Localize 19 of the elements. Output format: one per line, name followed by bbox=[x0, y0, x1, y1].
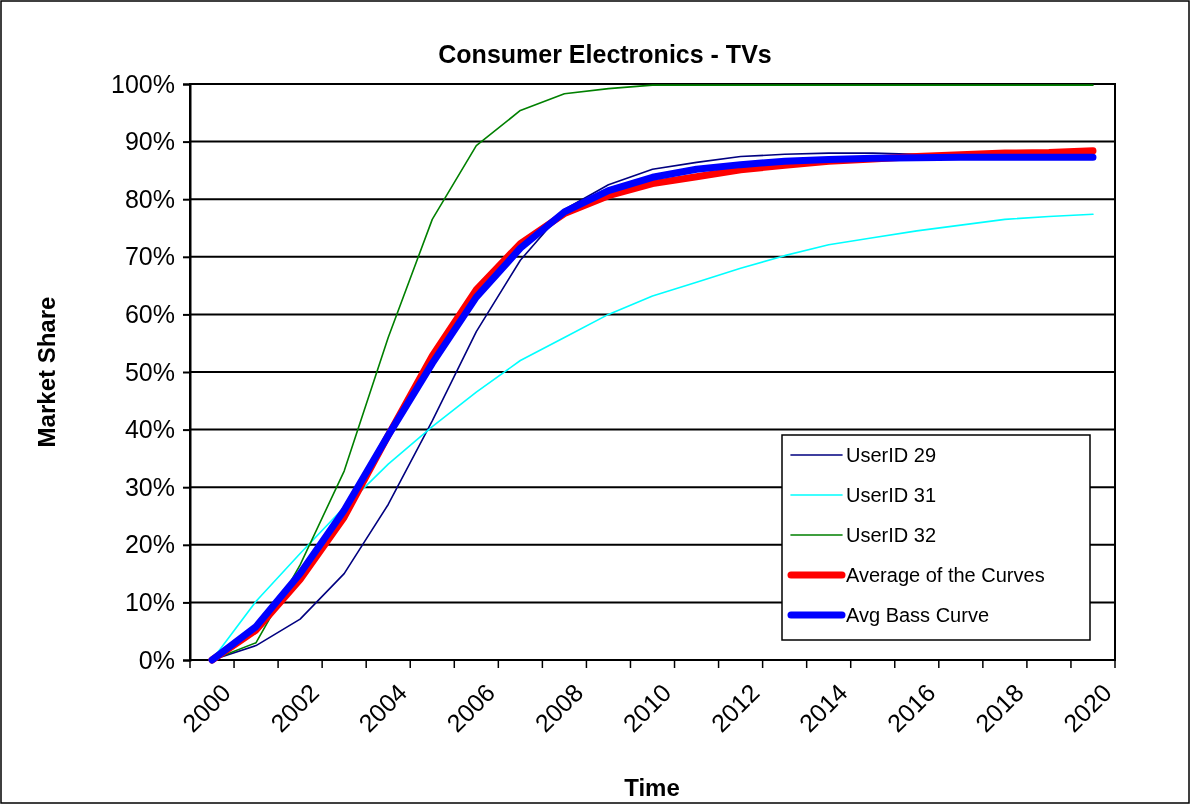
chart-title: Consumer Electronics - TVs bbox=[438, 40, 772, 68]
y-tick-label: 90% bbox=[124, 127, 175, 156]
y-tick-label: 0% bbox=[138, 645, 175, 674]
y-tick-label: 100% bbox=[111, 69, 175, 98]
y-tick-label: 70% bbox=[124, 242, 175, 271]
legend-label: UserID 29 bbox=[846, 444, 937, 466]
legend-label: Avg Bass Curve bbox=[846, 604, 990, 626]
y-axis-title: Market Share bbox=[33, 296, 60, 448]
y-tick-label: 30% bbox=[124, 472, 175, 501]
y-tick-label: 10% bbox=[124, 587, 175, 616]
y-tick-label: 40% bbox=[124, 415, 175, 444]
legend-label: UserID 32 bbox=[846, 524, 937, 546]
y-tick-label: 80% bbox=[124, 184, 175, 213]
y-tick-label: 50% bbox=[124, 357, 175, 386]
y-tick-label: 20% bbox=[124, 530, 175, 559]
legend-label: Average of the Curves bbox=[846, 564, 1045, 586]
y-tick-label: 60% bbox=[124, 299, 175, 328]
legend-label: UserID 31 bbox=[846, 484, 937, 506]
x-axis-title: Time bbox=[624, 774, 680, 801]
